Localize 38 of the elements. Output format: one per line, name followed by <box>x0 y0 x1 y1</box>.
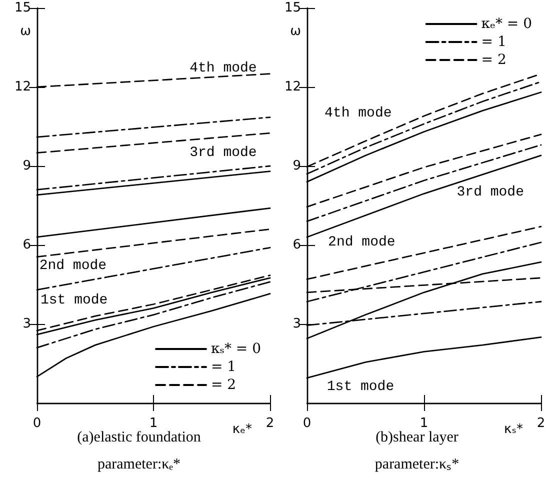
y-tick-label: 12 <box>14 80 31 94</box>
text: (a)elastic foundation <box>77 430 202 446</box>
annotation: 1st mode <box>40 292 108 308</box>
legend-label: = 2 <box>481 52 506 68</box>
y-tick-label: 9 <box>292 158 301 174</box>
y-tick-label: 3 <box>292 316 301 332</box>
annotation: 4th mode <box>190 60 257 77</box>
legend-label: κₑ* = 0 <box>481 16 532 32</box>
x-tick-label: 1 <box>149 416 158 431</box>
y-tick-label: 6 <box>292 238 301 252</box>
legend-label: = 2 <box>210 377 236 393</box>
annotation: 3rd mode <box>456 184 524 200</box>
text: (b)shear layer <box>376 430 458 446</box>
annotation: 2nd mode <box>328 234 396 250</box>
y-tick-label: 15 <box>14 0 31 16</box>
y-tick-label: 6 <box>22 238 31 252</box>
y-axis-title: ω <box>20 24 31 39</box>
annotation: 1st mode <box>326 379 394 396</box>
y-tick-label: 12 <box>284 80 301 94</box>
legend-label: = 1 <box>481 34 506 50</box>
y-tick-label: 15 <box>284 0 301 16</box>
x-tick-label: 2 <box>536 416 546 431</box>
x-tick-label: 0 <box>32 416 42 431</box>
y-tick-label: 9 <box>22 158 31 174</box>
x-tick-label: 2 <box>266 416 274 431</box>
x-tick-label: 1 <box>420 416 428 431</box>
legend-label: κₛ* = 0 <box>210 341 262 357</box>
x-axis-title: κₑ* <box>232 422 252 437</box>
annotation: 3rd mode <box>190 144 257 161</box>
legend-label: = 1 <box>210 359 236 375</box>
x-tick-label: 0 <box>302 416 312 431</box>
y-axis-title: ω <box>290 24 301 39</box>
x-axis-title: κₛ* <box>504 422 524 437</box>
text: parameter:κₛ* <box>374 456 460 472</box>
y-tick-label: 3 <box>22 316 31 332</box>
text: parameter:κₑ* <box>97 456 181 472</box>
annotation: 4th mode <box>324 105 392 122</box>
annotation: 2nd mode <box>39 258 107 274</box>
